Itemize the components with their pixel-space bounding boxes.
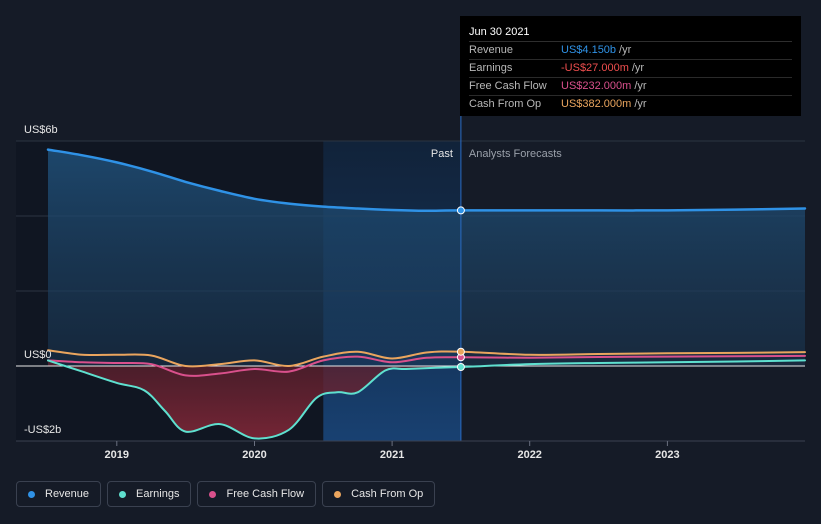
revenue-area	[48, 149, 805, 366]
y-tick-label-bottom: -US$2b	[24, 424, 61, 436]
legend-label: Cash From Op	[351, 488, 424, 500]
tooltip-row-free-cash-flow: Free Cash Flow US$232.000m /yr	[469, 78, 792, 96]
hover-markers	[456, 206, 465, 371]
legend-item-earnings[interactable]: Earnings	[107, 481, 192, 507]
tooltip-value: US$4.150b	[561, 44, 617, 56]
legend-item-cash-from-op[interactable]: Cash From Op	[322, 481, 436, 507]
tooltip-row-revenue: Revenue US$4.150b /yr	[469, 42, 792, 60]
legend-dot-icon	[334, 490, 342, 498]
tooltip-value: US$232.000m	[561, 80, 632, 92]
revenue-marker	[456, 206, 465, 215]
free-cash-flow-line	[47, 354, 806, 377]
forecast-label: Analysts Forecasts	[469, 148, 562, 160]
legend-dot-icon	[209, 490, 217, 498]
x-tick-label: 2022	[517, 449, 541, 461]
tooltip-unit: /yr	[634, 98, 647, 110]
legend: Revenue Earnings Free Cash Flow Cash Fro…	[16, 481, 436, 507]
x-tick-label: 2020	[242, 449, 266, 461]
past-label: Past	[431, 148, 453, 160]
revenue-line	[46, 148, 807, 213]
tooltip-label: Earnings	[469, 62, 513, 74]
legend-label: Revenue	[45, 488, 90, 500]
y-tick-label-top: US$6b	[24, 124, 58, 136]
legend-dot-icon	[28, 490, 35, 498]
x-tick-label: 2023	[655, 449, 679, 461]
tooltip-date: Jun 30 2021	[469, 25, 792, 42]
earnings-area	[48, 360, 461, 439]
x-tick-label: 2021	[380, 449, 404, 461]
tooltip-label: Free Cash Flow	[469, 80, 547, 92]
legend-item-revenue[interactable]: Revenue	[16, 481, 102, 507]
legend-label: Earnings	[136, 488, 180, 500]
tooltip-value: -US$27.000m	[561, 62, 629, 74]
tooltip-label: Cash From Op	[469, 98, 542, 110]
tooltip-row-cash-from-op: Cash From Op US$382.000m /yr	[469, 96, 792, 113]
tooltip: Jun 30 2021 Revenue US$4.150b /yr Earnin…	[460, 16, 801, 116]
legend-label: Free Cash Flow	[226, 488, 305, 500]
x-axis: 2019 2020 2021 2022 2023	[16, 440, 805, 461]
tooltip-unit: /yr	[631, 62, 645, 74]
tooltip-row-earnings: Earnings -US$27.000m /yr	[469, 60, 792, 78]
earnings-marker	[456, 363, 465, 371]
tooltip-label: Revenue	[469, 44, 514, 56]
x-tick-label: 2019	[105, 449, 129, 461]
legend-item-free-cash-flow[interactable]: Free Cash Flow	[197, 481, 317, 507]
y-tick-label-zero: US$0	[24, 349, 52, 361]
series-lines	[46, 148, 807, 440]
tooltip-unit: /yr	[634, 80, 647, 92]
tooltip-value: US$382.000m	[561, 98, 632, 110]
tooltip-unit: /yr	[619, 44, 632, 56]
area-fills	[48, 149, 805, 439]
earnings-line	[47, 359, 806, 440]
cash-from-op-line	[47, 349, 806, 368]
cash-from-op-marker	[456, 347, 465, 356]
legend-dot-icon	[119, 490, 127, 498]
